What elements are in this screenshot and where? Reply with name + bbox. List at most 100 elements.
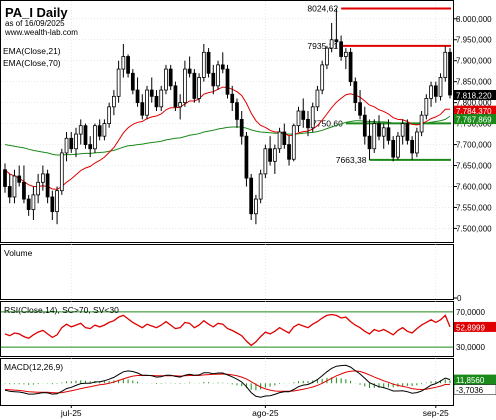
candle-body: [272, 148, 277, 162]
candle-body: [235, 102, 239, 120]
candle-body: [386, 127, 391, 141]
candle-body: [377, 123, 381, 137]
candle-body: [291, 125, 296, 160]
candle-body: [339, 41, 343, 57]
candle-body: [334, 39, 339, 43]
candle-body: [287, 144, 291, 160]
legend-ema70: EMA(Close,70): [3, 58, 61, 68]
as-of-date: as of 16/09/2025: [5, 19, 65, 28]
rsi-pane-frame: [0, 301, 454, 357]
rsi-last-badge: [454, 321, 496, 332]
candle-body: [97, 125, 102, 137]
candle-body: [64, 137, 69, 154]
candle-body: [50, 196, 55, 213]
candle-body: [230, 93, 235, 104]
candle-body: [249, 177, 254, 215]
price-tick-label: 7.700,000: [456, 141, 492, 150]
price-pane-frame: [0, 0, 454, 243]
candle-body: [41, 173, 45, 183]
candle-body: [74, 133, 78, 150]
candle-body: [135, 89, 140, 104]
candle-body: [192, 72, 197, 99]
candle-body: [112, 95, 116, 108]
candle-body: [164, 68, 168, 91]
candle-body: [107, 106, 112, 124]
level-label: 7663,38: [336, 155, 367, 165]
price-tick-label: 7.800,000: [456, 99, 492, 108]
last-price-badge-label: 7.818,220: [456, 91, 492, 100]
candle-body: [396, 135, 400, 158]
candle-body: [306, 119, 310, 129]
date-tick-label: ago-25: [252, 408, 279, 418]
candle-body: [178, 102, 183, 108]
axis-labels: 7.500,000 7.550,000 7.600,000 7.650,000 7.70…: [60, 15, 496, 418]
ema70-badge: [454, 114, 496, 125]
candle-body: [149, 89, 154, 97]
signal-last-label: -3,7036: [456, 386, 484, 395]
candle-body: [140, 102, 145, 116]
macd-signal-line: [4, 370, 451, 394]
candle-body: [173, 85, 178, 108]
candle-body: [372, 123, 377, 150]
signal-last-badge: [453, 384, 496, 395]
macd-layer: [4, 364, 451, 398]
candle-body: [83, 125, 88, 145]
candle-body: [320, 64, 325, 91]
candle-body: [429, 85, 433, 99]
rsi-band-label: 30,0000: [456, 343, 485, 352]
rsi-title: RSI(Close,14), SC>70, SV<30: [4, 305, 119, 315]
candle-body: [216, 64, 220, 87]
candle-body: [315, 89, 320, 108]
candle-body: [69, 137, 74, 150]
price-tick-label: 7.950,000: [456, 36, 492, 45]
date-tick-label: jul-25: [60, 408, 82, 418]
candle-body: [36, 181, 41, 196]
candle-body: [367, 135, 372, 150]
ema70-line: [4, 115, 451, 156]
volume-pane-frame: [0, 244, 454, 300]
price-tick-label: 7.550,000: [456, 203, 492, 212]
candle-body: [348, 51, 353, 83]
candle-body: [7, 186, 12, 198]
price-tick-label: 7.900,000: [456, 57, 492, 66]
candles-layer: [3, 8, 452, 225]
macd-pane-frame: [0, 358, 454, 406]
candle-body: [31, 194, 36, 210]
candle-body: [116, 68, 121, 97]
candle-body: [130, 72, 135, 91]
candle-body: [3, 169, 7, 187]
volume-zero-label: 0: [457, 294, 462, 303]
candle-body: [424, 98, 429, 116]
candle-body: [268, 148, 272, 162]
candle-body: [358, 102, 362, 116]
candle-body: [277, 131, 282, 150]
candle-body: [301, 110, 306, 120]
candle-body: [225, 68, 230, 95]
candle-body: [168, 68, 173, 87]
price-tick-label: 7.850,000: [456, 78, 492, 87]
candle-body: [282, 131, 287, 145]
candle-body: [362, 114, 367, 137]
candle-body: [325, 47, 329, 66]
candle-body: [438, 77, 443, 97]
candle-body: [211, 72, 216, 87]
candle-body: [414, 131, 419, 154]
macd-last-badge: [454, 374, 496, 385]
candle-body: [296, 110, 301, 127]
site-url: www.wealth-lab.com: [4, 28, 78, 37]
candle-body: [391, 139, 396, 158]
candle-body: [121, 56, 126, 70]
ema70-layer: [4, 115, 451, 156]
candle-body: [159, 89, 164, 108]
level-label: 8024,62: [307, 3, 338, 13]
candle-body: [187, 68, 192, 74]
candle-body: [26, 198, 31, 210]
macd-last-label: 11,8560: [456, 376, 485, 385]
candle-body: [239, 119, 244, 137]
candle-body: [78, 125, 83, 135]
candle-body: [17, 175, 22, 183]
price-tick-label: 7.500,000: [456, 224, 492, 233]
candle-body: [183, 68, 187, 104]
ema70-badge-label: 7.767,869: [456, 116, 492, 125]
